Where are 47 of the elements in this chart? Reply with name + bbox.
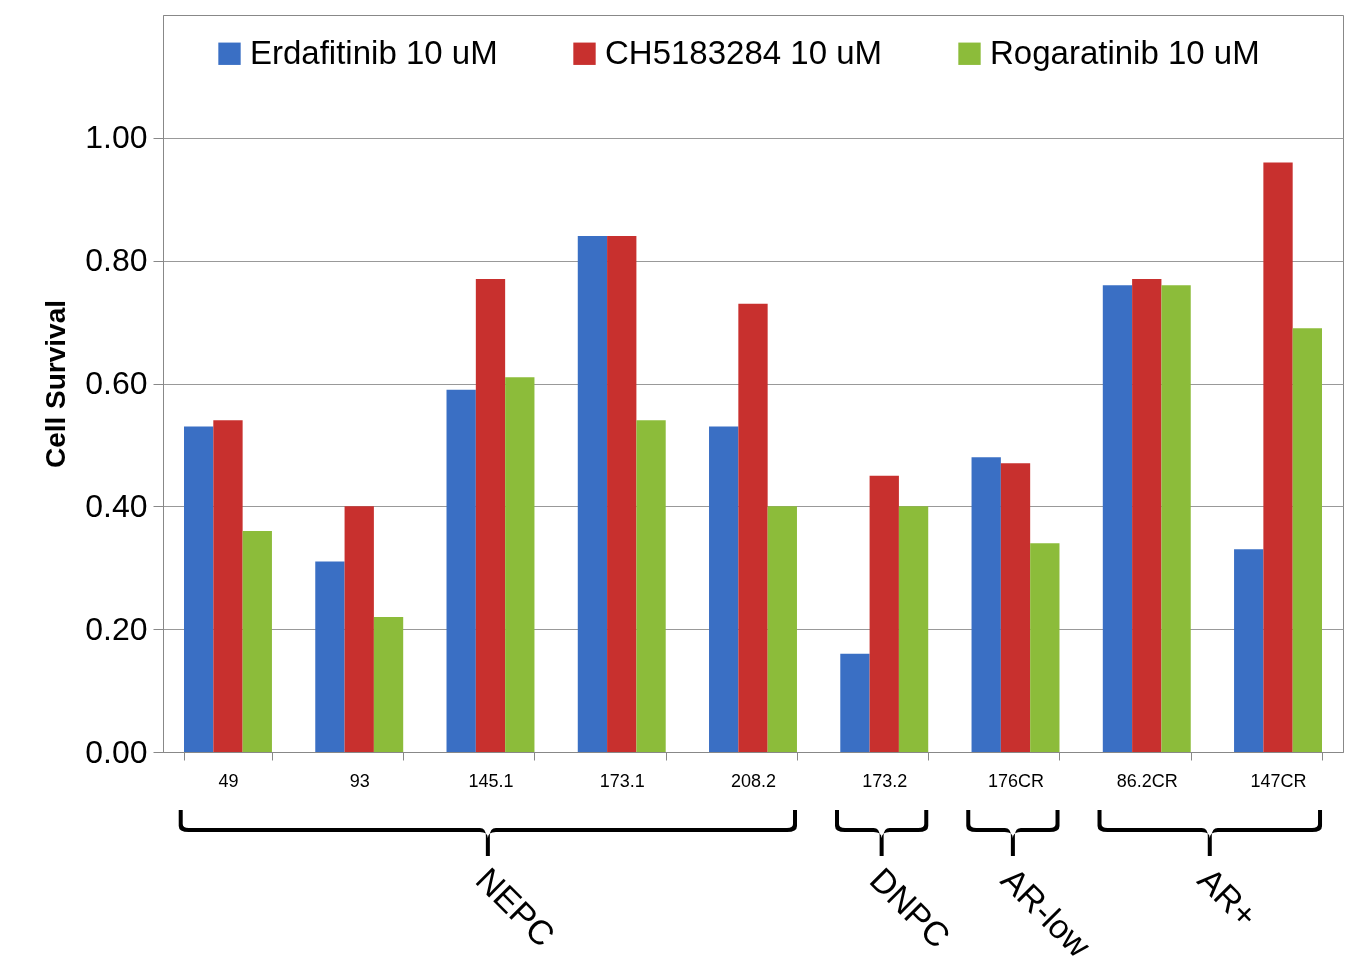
y-tick-label: 0.40 [85,487,148,524]
bar [577,236,608,752]
bar [373,616,404,752]
bar [767,506,797,752]
bar [840,653,870,752]
bar [446,389,476,752]
bar [242,530,272,752]
bar [1161,285,1191,752]
bar [971,457,1001,752]
bar [709,426,739,752]
y-tick-label: 0.80 [85,242,148,279]
bar [1292,328,1322,752]
x-tick-label: 86.2CR [1116,770,1178,791]
x-tick-label: 93 [349,770,370,791]
bar [505,377,535,752]
x-tick-label: 176CR [988,770,1045,791]
bar [184,426,214,752]
bar [1132,279,1162,752]
bar [607,236,637,752]
y-tick-label: 0.20 [85,610,148,647]
bar [315,561,345,752]
bar [636,420,666,752]
y-tick-label: 0.60 [85,365,148,401]
bar [898,506,929,752]
y-axis-title: Cell Survival [40,299,72,469]
bar [1030,543,1060,752]
bar [1234,549,1264,752]
bar [869,475,899,752]
text: AR+ [1190,860,1266,935]
bar [1102,285,1133,752]
bar [213,420,243,752]
legend-label: Rogaratinib 10 uM [990,33,1260,71]
x-tick-label: 173.2 [862,770,908,791]
bar [738,303,768,752]
x-tick-label: 145.1 [468,770,514,791]
bar [1263,162,1293,752]
bar [1000,463,1031,752]
x-tick-label: 208.2 [730,770,777,791]
y-tick-label: 1.00 [85,119,148,156]
bar [475,279,506,752]
y-tick-label: 0.00 [85,733,148,770]
bar [344,506,374,752]
legend-label: Erdafitinib 10 uM [250,33,498,71]
x-tick-label: 173.1 [599,770,645,791]
x-tick-label: 147CR [1250,770,1307,791]
legend-label: CH5183284 10 uM [605,33,883,71]
x-tick-label: 49 [218,770,239,791]
